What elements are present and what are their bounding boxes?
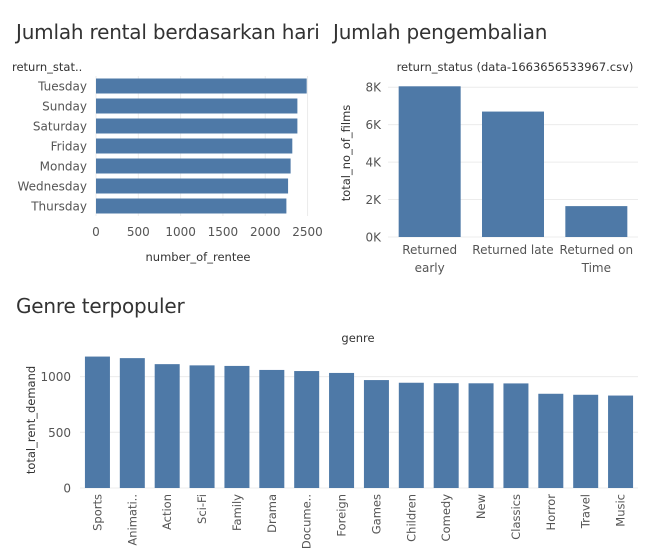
- chart-subtitle: return_status (data-1663656533967.csv): [397, 60, 634, 74]
- bar: [329, 372, 355, 488]
- bar: [398, 382, 424, 488]
- x-tick-label: Travel: [579, 494, 593, 529]
- y-tick-label: Sunday: [42, 100, 87, 114]
- bar: [96, 158, 291, 174]
- y-tick-label: Tuesday: [37, 80, 87, 94]
- y-tick-label: 6K: [365, 118, 382, 132]
- x-tick-label: Comedy: [439, 494, 453, 542]
- x-tick-label: Music: [614, 494, 628, 527]
- x-tick-label: Action: [160, 494, 174, 530]
- chart-title-returns: Jumlah pengembalian: [333, 20, 548, 44]
- x-tick-label: 0: [92, 225, 100, 239]
- x-tick-label: Games: [369, 494, 383, 534]
- y-tick-label: Wednesday: [18, 180, 87, 194]
- bar: [84, 356, 110, 488]
- chart-title-rental-by-day: Jumlah rental berdasarkan hari: [16, 20, 320, 44]
- bar: [538, 393, 564, 488]
- x-tick-label: 500: [127, 225, 150, 239]
- bar: [294, 371, 320, 488]
- y-tick-label: Friday: [51, 140, 87, 154]
- x-tick-label: Horror: [544, 494, 558, 531]
- x-tick-label: 1500: [208, 225, 239, 239]
- x-tick-label: Foreign: [335, 494, 349, 537]
- x-tick-label: Sports: [90, 494, 104, 531]
- x-tick-label: Animati..: [125, 494, 139, 546]
- x-tick-label: Sci-Fi: [195, 494, 209, 524]
- bar: [482, 111, 544, 237]
- bar: [154, 364, 180, 488]
- x-tick-label: Family: [230, 494, 244, 531]
- chart-subtitle: genre: [341, 331, 374, 345]
- bar: [503, 383, 529, 488]
- y-tick-label: Monday: [40, 160, 87, 174]
- x-tick-label: New: [474, 494, 488, 519]
- bar: [96, 138, 293, 154]
- bar: [259, 369, 285, 488]
- x-tick-label: early: [415, 261, 445, 275]
- y-tick-label: 2K: [365, 193, 382, 207]
- bar: [189, 365, 215, 488]
- y-tick-label: 8K: [365, 81, 382, 95]
- bar: [119, 358, 145, 488]
- y-axis-label: return_stat..: [12, 60, 82, 74]
- bar: [573, 394, 599, 488]
- y-tick-label: 4K: [365, 156, 382, 170]
- x-axis-label: number_of_rentee: [146, 250, 251, 264]
- chart-title-genre: Genre terpopuler: [16, 294, 185, 318]
- bar: [96, 118, 298, 134]
- bar: [608, 395, 634, 488]
- y-axis-label: total_rent_demand: [24, 366, 38, 474]
- x-tick-label: Docume..: [300, 494, 314, 549]
- bar: [468, 383, 494, 488]
- y-axis-label: total_no_of_films: [339, 105, 353, 202]
- y-tick-label: Thursday: [30, 200, 87, 214]
- bar: [363, 380, 389, 488]
- bar: [96, 178, 289, 194]
- y-tick-label: 0: [63, 482, 71, 496]
- y-tick-label: Saturday: [33, 120, 87, 134]
- y-tick-label: 500: [48, 426, 71, 440]
- bar: [224, 365, 250, 488]
- bar: [96, 98, 298, 114]
- x-tick-label: Children: [404, 494, 418, 542]
- bar: [96, 78, 307, 94]
- x-tick-label: Returned on: [560, 243, 634, 257]
- x-tick-label: Returned: [402, 243, 457, 257]
- x-tick-label: 1000: [165, 225, 196, 239]
- x-tick-label: 2500: [292, 225, 323, 239]
- x-tick-label: Returned late: [472, 243, 553, 257]
- x-tick-label: Classics: [509, 494, 523, 540]
- x-tick-label: 2000: [250, 225, 281, 239]
- y-tick-label: 1000: [40, 370, 71, 384]
- bar: [565, 206, 628, 237]
- x-tick-label: Time: [581, 261, 611, 275]
- bar: [96, 198, 287, 214]
- bar: [398, 86, 461, 237]
- bar: [433, 383, 459, 488]
- x-tick-label: Drama: [265, 494, 279, 533]
- y-tick-label: 0K: [365, 231, 382, 245]
